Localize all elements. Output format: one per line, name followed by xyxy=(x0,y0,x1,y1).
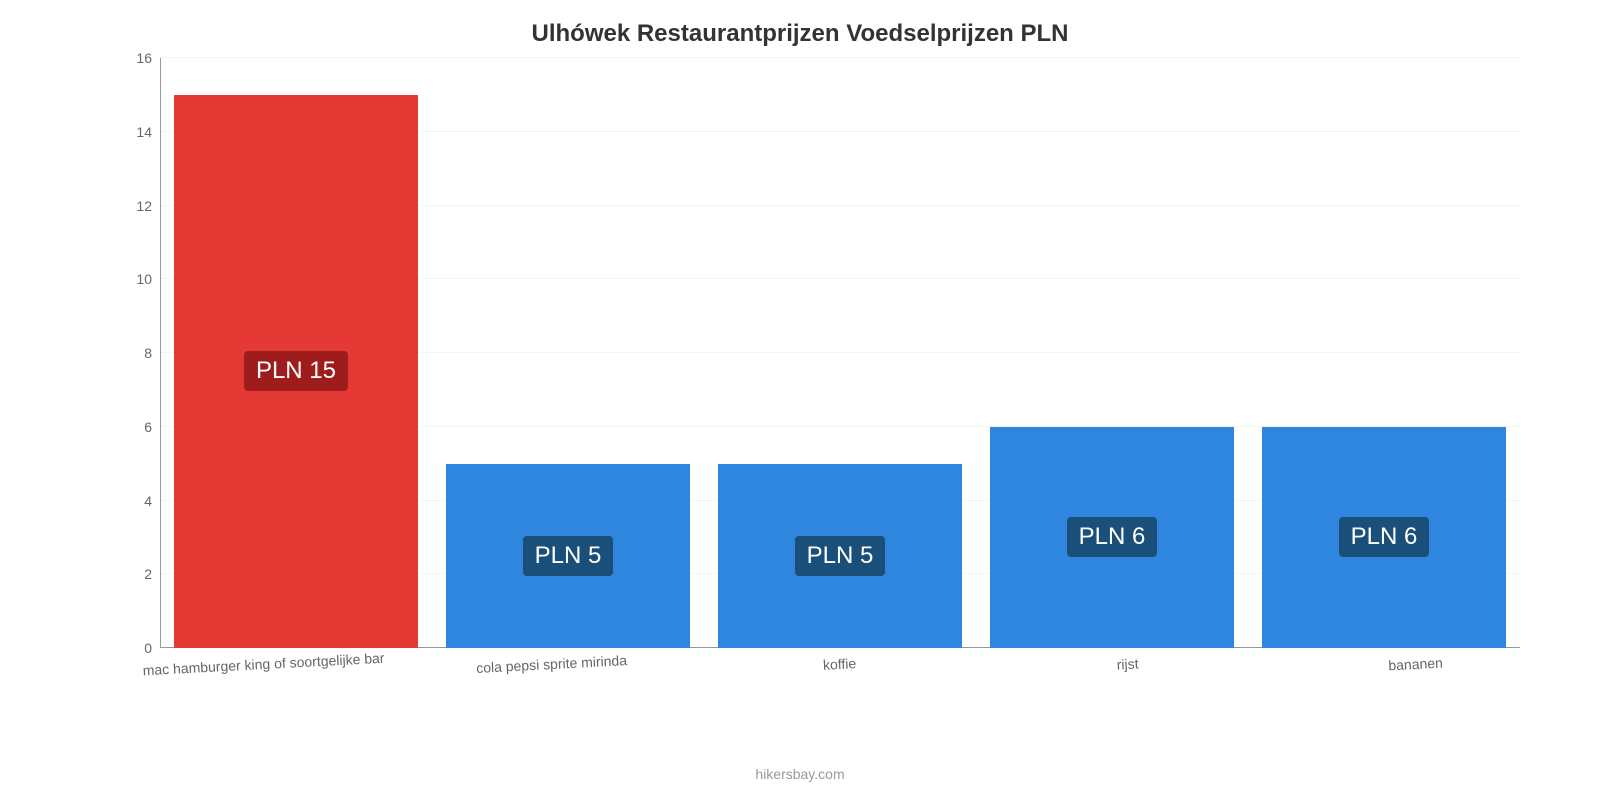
x-tick-label: rijst xyxy=(998,649,1258,679)
bar-value-label: PLN 5 xyxy=(523,536,614,576)
y-tick-label: 14 xyxy=(112,124,152,140)
x-axis-labels: mac hamburger king of soortgelijke barco… xyxy=(120,656,1560,672)
plot-area: 0246810121416 PLN 15PLN 5PLN 5PLN 6PLN 6 xyxy=(160,58,1520,648)
attribution-text: hikersbay.com xyxy=(0,766,1600,782)
y-tick-label: 0 xyxy=(112,640,152,656)
x-tick-label: bananen xyxy=(1286,649,1546,679)
bar: PLN 6 xyxy=(1262,427,1507,648)
y-tick-label: 6 xyxy=(112,419,152,435)
bar-value-label: PLN 5 xyxy=(795,536,886,576)
price-bar-chart: Ulhówek Restaurantprijzen Voedselprijzen… xyxy=(0,0,1600,800)
y-tick-label: 4 xyxy=(112,493,152,509)
chart-title: Ulhówek Restaurantprijzen Voedselprijzen… xyxy=(40,20,1560,48)
x-tick-label: mac hamburger king of soortgelijke bar xyxy=(134,649,394,679)
bar-value-label: PLN 15 xyxy=(244,351,348,391)
bar-value-label: PLN 6 xyxy=(1067,517,1158,557)
y-tick-label: 10 xyxy=(112,271,152,287)
bar-value-label: PLN 6 xyxy=(1339,517,1430,557)
x-tick-label: koffie xyxy=(710,649,970,679)
y-axis: 0246810121416 xyxy=(110,58,160,648)
bars-container: PLN 15 PLN 5 PLN 5 PLN 6 PLN 6 xyxy=(160,58,1520,648)
bar-group: PLN 5 xyxy=(446,58,691,648)
y-tick-label: 8 xyxy=(112,345,152,361)
bar: PLN 6 xyxy=(990,427,1235,648)
y-tick-label: 16 xyxy=(112,50,152,66)
bar: PLN 5 xyxy=(446,464,691,648)
x-tick-label: cola pepsi sprite mirinda xyxy=(422,649,682,679)
bar-group: PLN 5 xyxy=(718,58,963,648)
bar-group: PLN 15 xyxy=(174,58,419,648)
bar-group: PLN 6 xyxy=(1262,58,1507,648)
bar: PLN 15 xyxy=(174,95,419,648)
y-tick-label: 12 xyxy=(112,198,152,214)
y-tick-label: 2 xyxy=(112,566,152,582)
bar-group: PLN 6 xyxy=(990,58,1235,648)
bar: PLN 5 xyxy=(718,464,963,648)
